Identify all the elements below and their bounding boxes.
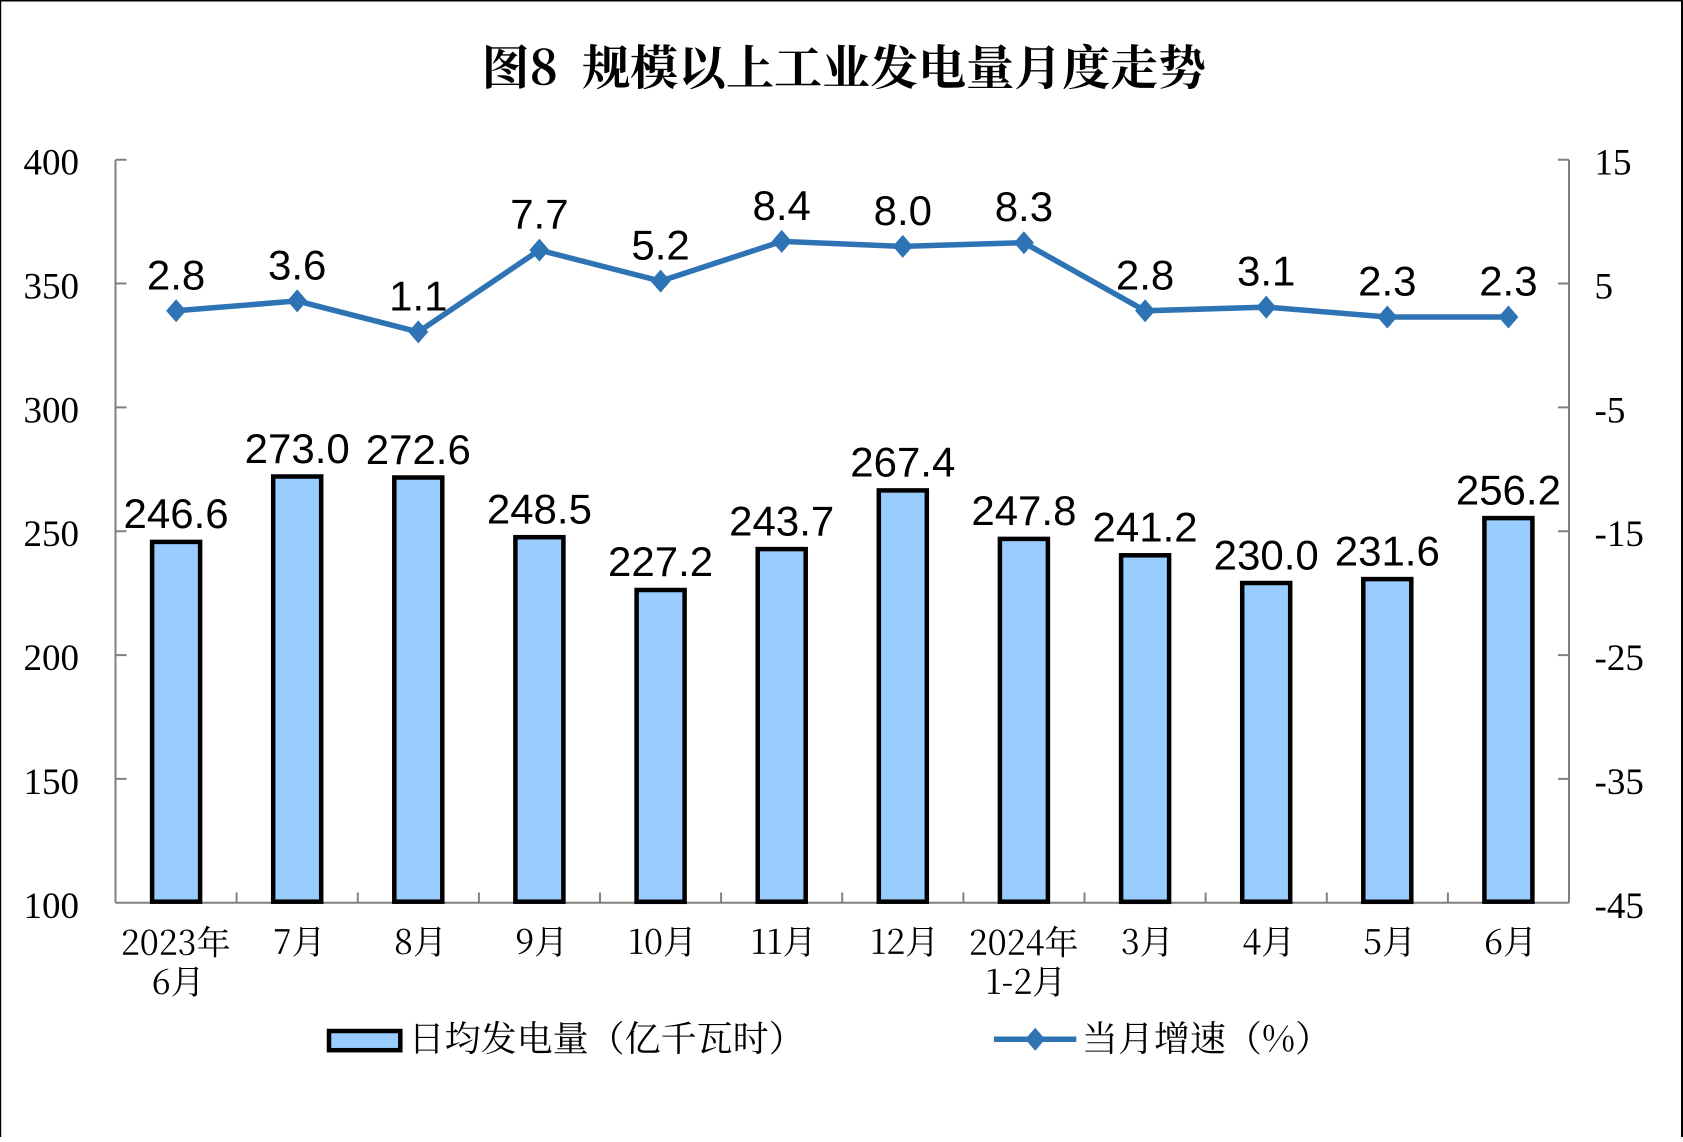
svg-text:5.2: 5.2 [631,222,689,269]
svg-text:272.6: 272.6 [366,426,471,473]
svg-text:200: 200 [24,638,80,679]
svg-text:2.3: 2.3 [1358,258,1416,305]
svg-text:256.2: 256.2 [1456,466,1561,513]
svg-text:8.4: 8.4 [753,182,811,229]
svg-text:247.8: 247.8 [971,487,1076,534]
svg-text:2.8: 2.8 [147,251,205,298]
svg-text:2.8: 2.8 [1116,251,1174,298]
svg-text:227.2: 227.2 [608,538,713,585]
svg-text:3.6: 3.6 [268,241,326,288]
svg-text:1.1: 1.1 [389,272,447,319]
svg-text:-15: -15 [1595,514,1644,555]
svg-text:273.0: 273.0 [245,425,350,472]
svg-text:350: 350 [24,267,80,308]
svg-text:-45: -45 [1595,886,1644,927]
svg-text:243.7: 243.7 [729,497,834,544]
svg-text:8.0: 8.0 [874,187,932,234]
svg-text:7.7: 7.7 [510,191,568,238]
svg-text:100: 100 [24,886,80,927]
svg-text:248.5: 248.5 [487,486,592,533]
svg-text:400: 400 [24,143,80,184]
svg-text:150: 150 [24,762,80,803]
svg-text:250: 250 [24,514,80,555]
svg-text:246.6: 246.6 [124,490,229,537]
svg-text:-5: -5 [1595,390,1626,431]
svg-text:241.2: 241.2 [1093,504,1198,551]
svg-text:15: 15 [1595,143,1632,184]
svg-text:5: 5 [1595,267,1614,308]
svg-text:2.3: 2.3 [1479,258,1537,305]
svg-text:8.3: 8.3 [995,183,1053,230]
svg-text:300: 300 [24,390,80,431]
svg-text:230.0: 230.0 [1214,531,1319,578]
svg-text:231.6: 231.6 [1335,527,1440,574]
svg-text:-25: -25 [1595,638,1644,679]
svg-text:-35: -35 [1595,762,1644,803]
svg-text:3.1: 3.1 [1237,248,1295,295]
svg-text:267.4: 267.4 [850,439,955,486]
